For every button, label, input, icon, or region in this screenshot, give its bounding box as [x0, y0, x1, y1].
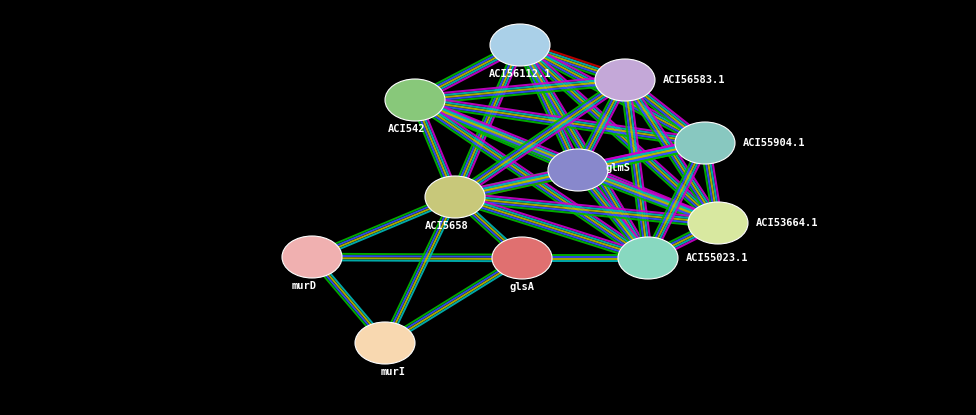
Text: ACI53664.1: ACI53664.1	[756, 218, 819, 228]
Text: ACI5658: ACI5658	[426, 221, 468, 231]
Ellipse shape	[688, 202, 748, 244]
Ellipse shape	[618, 237, 678, 279]
Text: ACI55904.1: ACI55904.1	[743, 138, 805, 148]
Text: murI: murI	[381, 367, 405, 377]
Ellipse shape	[548, 149, 608, 191]
Ellipse shape	[675, 122, 735, 164]
Text: ACI55023.1: ACI55023.1	[686, 253, 749, 263]
Ellipse shape	[490, 24, 550, 66]
Ellipse shape	[282, 236, 342, 278]
Text: ACI56583.1: ACI56583.1	[663, 75, 725, 85]
Text: glsA: glsA	[509, 282, 535, 292]
Text: murD: murD	[292, 281, 316, 291]
Ellipse shape	[425, 176, 485, 218]
Text: glmS: glmS	[606, 163, 631, 173]
Ellipse shape	[385, 79, 445, 121]
Text: ACI542: ACI542	[388, 124, 426, 134]
Ellipse shape	[355, 322, 415, 364]
Text: ACI56112.1: ACI56112.1	[489, 69, 551, 79]
Ellipse shape	[492, 237, 552, 279]
Ellipse shape	[595, 59, 655, 101]
